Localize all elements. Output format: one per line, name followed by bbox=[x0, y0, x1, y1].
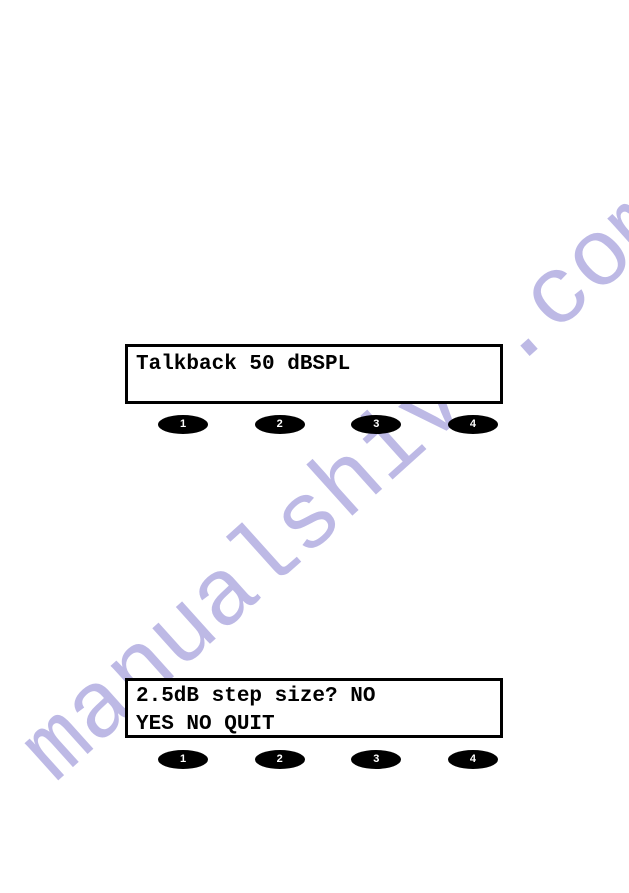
button-3[interactable]: 3 bbox=[351, 750, 401, 769]
lcd-display-stepsize: 2.5dB step size? NO YES NO QUIT bbox=[125, 678, 503, 738]
button-row-1: 1 2 3 4 bbox=[158, 415, 498, 434]
button-3[interactable]: 3 bbox=[351, 415, 401, 434]
button-1[interactable]: 1 bbox=[158, 415, 208, 434]
button-4[interactable]: 4 bbox=[448, 750, 498, 769]
button-2[interactable]: 2 bbox=[255, 415, 305, 434]
button-row-2: 1 2 3 4 bbox=[158, 750, 498, 769]
button-4[interactable]: 4 bbox=[448, 415, 498, 434]
button-1[interactable]: 1 bbox=[158, 750, 208, 769]
button-2[interactable]: 2 bbox=[255, 750, 305, 769]
lcd-line-1: 2.5dB step size? NO bbox=[136, 683, 500, 711]
lcd-line-1: Talkback 50 dBSPL bbox=[136, 351, 500, 379]
lcd-line-2: YES NO QUIT bbox=[136, 711, 500, 739]
lcd-display-talkback: Talkback 50 dBSPL bbox=[125, 344, 503, 404]
